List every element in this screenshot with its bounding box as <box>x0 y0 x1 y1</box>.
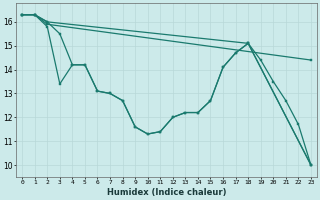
X-axis label: Humidex (Indice chaleur): Humidex (Indice chaleur) <box>107 188 226 197</box>
